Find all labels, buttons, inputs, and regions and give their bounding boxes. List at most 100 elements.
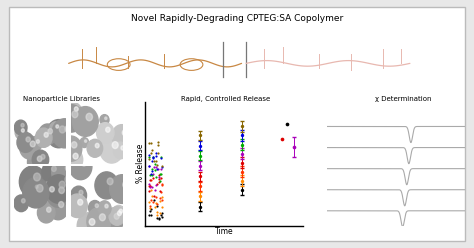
Circle shape — [34, 173, 40, 181]
Circle shape — [69, 154, 92, 180]
Circle shape — [50, 186, 55, 192]
Circle shape — [52, 119, 77, 148]
Point — [155, 217, 163, 221]
Point — [158, 156, 165, 160]
Circle shape — [100, 214, 105, 221]
Point — [156, 211, 164, 215]
Point — [156, 196, 164, 200]
Point — [149, 200, 157, 204]
Point — [151, 168, 158, 172]
Circle shape — [36, 128, 52, 147]
Circle shape — [19, 166, 46, 197]
Circle shape — [98, 201, 111, 216]
Point — [148, 167, 156, 171]
Point — [238, 143, 246, 147]
Circle shape — [112, 142, 118, 149]
Point — [146, 164, 153, 168]
Circle shape — [14, 195, 28, 212]
Circle shape — [87, 208, 111, 235]
Point — [155, 151, 162, 155]
Circle shape — [81, 159, 87, 166]
Point — [146, 209, 154, 213]
Circle shape — [36, 140, 39, 143]
Circle shape — [122, 130, 127, 136]
Point — [152, 154, 160, 157]
Point — [148, 194, 155, 198]
Point — [148, 174, 155, 178]
Point — [152, 184, 160, 187]
Circle shape — [21, 124, 24, 127]
Circle shape — [23, 178, 49, 208]
Point — [158, 198, 165, 202]
Circle shape — [52, 166, 56, 171]
Point — [159, 165, 166, 169]
Circle shape — [59, 181, 65, 188]
Circle shape — [105, 204, 108, 208]
Circle shape — [100, 135, 124, 163]
Circle shape — [105, 117, 107, 120]
Point — [152, 175, 160, 179]
Circle shape — [104, 208, 124, 231]
Circle shape — [113, 142, 128, 159]
Text: Novel Rapidly-Degrading CPTEG:SA Copolymer: Novel Rapidly-Degrading CPTEG:SA Copolym… — [131, 14, 343, 23]
Point — [147, 151, 155, 155]
Point — [146, 204, 154, 208]
Point — [146, 178, 154, 182]
Point — [145, 213, 153, 217]
Point — [147, 213, 155, 217]
Point — [153, 216, 161, 220]
Circle shape — [20, 136, 40, 159]
Circle shape — [50, 122, 61, 135]
Circle shape — [37, 203, 55, 223]
Circle shape — [41, 155, 45, 159]
Point — [155, 140, 162, 144]
Point — [197, 154, 204, 158]
Point — [238, 152, 246, 155]
Point — [152, 201, 160, 205]
Circle shape — [67, 194, 87, 217]
Point — [153, 204, 161, 208]
Circle shape — [60, 105, 83, 132]
Point — [151, 165, 158, 169]
Point — [155, 173, 163, 177]
Circle shape — [59, 187, 64, 193]
Circle shape — [119, 209, 123, 213]
Point — [154, 182, 161, 186]
Circle shape — [71, 186, 87, 204]
Point — [154, 167, 162, 171]
Point — [157, 167, 165, 171]
Circle shape — [15, 126, 27, 139]
FancyBboxPatch shape — [9, 7, 465, 241]
Circle shape — [46, 175, 71, 203]
Point — [157, 213, 164, 217]
Circle shape — [32, 150, 49, 169]
Point — [158, 216, 166, 219]
Circle shape — [123, 181, 129, 188]
Circle shape — [95, 172, 118, 199]
Point — [197, 205, 204, 209]
Point — [149, 155, 156, 159]
Point — [197, 174, 204, 178]
Circle shape — [73, 107, 98, 136]
Point — [156, 199, 164, 203]
Point — [158, 164, 165, 168]
Point — [154, 213, 161, 217]
Text: Rapid, Controlled Release: Rapid, Controlled Release — [181, 96, 270, 102]
Point — [150, 159, 158, 163]
Circle shape — [66, 103, 82, 121]
Circle shape — [59, 202, 64, 207]
Point — [146, 206, 154, 210]
Circle shape — [46, 120, 71, 148]
Circle shape — [100, 115, 109, 125]
Circle shape — [84, 140, 87, 142]
Point — [151, 188, 158, 192]
Point — [148, 169, 156, 173]
Circle shape — [111, 205, 126, 222]
Circle shape — [74, 107, 78, 111]
Point — [148, 148, 155, 152]
Y-axis label: % Release: % Release — [136, 144, 145, 183]
Circle shape — [86, 113, 92, 121]
Circle shape — [17, 132, 34, 152]
Point — [152, 165, 160, 169]
Point — [147, 207, 155, 211]
